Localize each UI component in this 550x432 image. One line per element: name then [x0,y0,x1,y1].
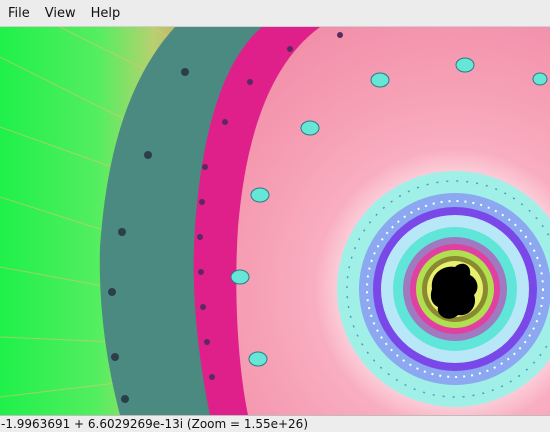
menu-bar: File View Help [0,0,550,27]
menu-view[interactable]: View [44,5,76,21]
coordinate-readout: -1.9963691 + 6.6029269e-13i (Zoom = 1.55… [1,417,308,431]
menu-file[interactable]: File [8,5,30,21]
fractal-image [0,27,550,415]
menu-help[interactable]: Help [90,5,121,21]
core-set [430,263,478,319]
fractal-canvas[interactable] [0,27,550,415]
status-bar: -1.9963691 + 6.6029269e-13i (Zoom = 1.55… [0,415,550,432]
